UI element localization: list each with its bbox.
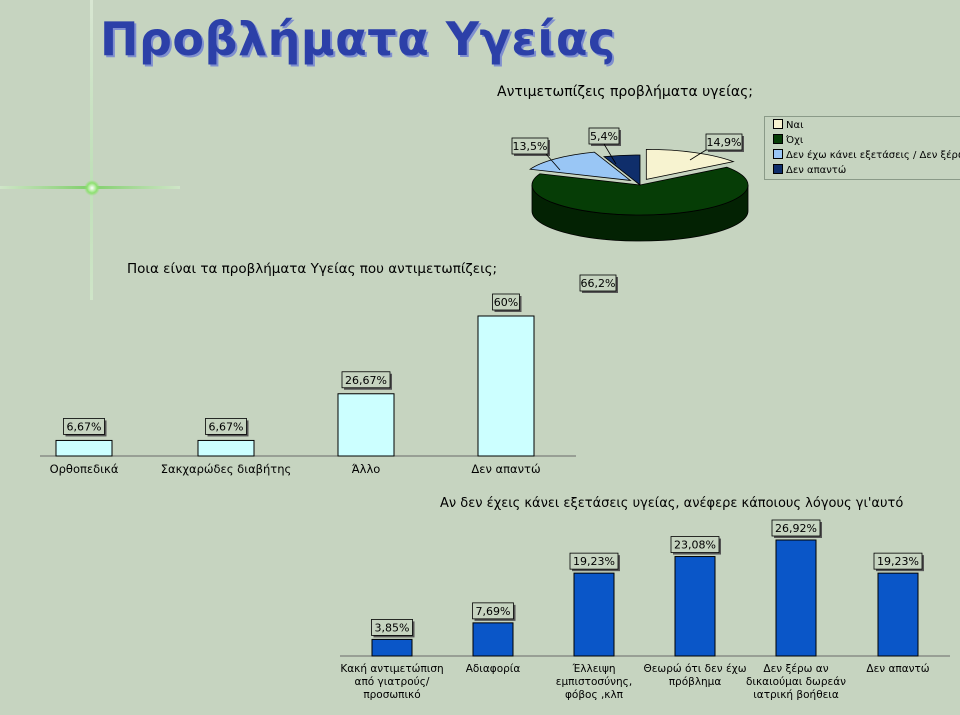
pie-leader-line bbox=[545, 153, 561, 171]
legend-swatch bbox=[773, 134, 783, 144]
pie-label-yes: 14,9% bbox=[707, 136, 742, 149]
bar2-category-label: προσωπικό bbox=[363, 689, 420, 701]
bar2-value-label-group: 19,23% bbox=[873, 552, 924, 572]
pie-leader-line bbox=[603, 143, 617, 165]
bar2-value-label: 7,69% bbox=[476, 605, 511, 618]
bar1-bar bbox=[477, 315, 535, 457]
pie-slice-2 bbox=[529, 151, 632, 182]
legend-item: Όχι bbox=[773, 134, 803, 146]
bar2-bar bbox=[674, 556, 716, 657]
bar2-value-label-box bbox=[873, 552, 923, 570]
legend-label: Ναι bbox=[786, 120, 804, 131]
bar1-value-label-group: 6,67% bbox=[63, 418, 107, 437]
bar2-value-label: 26,92% bbox=[775, 522, 817, 535]
bar1-value-label-group: 26,67% bbox=[341, 371, 392, 390]
bar2-value-label: 3,85% bbox=[375, 621, 410, 634]
pie-label-no-box bbox=[579, 274, 617, 292]
pie-label-yes-group: 14,9% bbox=[705, 133, 744, 152]
bar1-value-label-box bbox=[341, 371, 391, 389]
legend-item: Ναι bbox=[773, 119, 803, 131]
bar-chart-2-title: Αν δεν έχεις κάνει εξετάσεις υγείας, ανέ… bbox=[440, 496, 904, 511]
bar1-value-label-box bbox=[492, 293, 520, 311]
legend-item: Δεν έχω κάνει εξετάσεις / Δεν ξέρω bbox=[773, 149, 960, 161]
bar2-bar bbox=[573, 572, 615, 657]
bar2-category-label: Δεν απαντώ bbox=[866, 663, 929, 675]
pie-label-no-group: 66,2% bbox=[579, 274, 618, 293]
bar1-category-label: Άλλο bbox=[352, 462, 381, 476]
legend-swatch bbox=[773, 164, 783, 174]
bar2-value-label-box bbox=[771, 519, 821, 537]
bar1-value-label-group: 60% bbox=[492, 293, 522, 312]
bar-chart-1-title: Ποια είναι τα προβλήματα Υγείας που αντι… bbox=[127, 261, 498, 277]
bar1-bar bbox=[197, 439, 255, 457]
pie-slice-1 bbox=[531, 166, 749, 216]
bar2-value-label-group: 3,85% bbox=[371, 619, 415, 638]
pie-label-dontknow-box bbox=[511, 137, 549, 155]
bar1-category-label: Ορθοπεδικά bbox=[50, 462, 119, 476]
page-title: Προβλήματα Υγείας bbox=[100, 12, 616, 66]
bar1-value-label-group: 6,67% bbox=[205, 418, 249, 437]
pie-label-dontknow-group: 13,5% bbox=[511, 137, 550, 156]
pie-label-yes-box bbox=[705, 133, 743, 151]
bar2-value-label-group: 26,92% bbox=[771, 519, 822, 538]
bar2-value-label-group: 7,69% bbox=[472, 602, 516, 621]
pie-label-dontknow: 13,5% bbox=[513, 140, 548, 153]
bar2-bar bbox=[877, 572, 919, 657]
bar2-value-label-box bbox=[670, 536, 720, 553]
decorative-glow-dot bbox=[84, 180, 100, 196]
legend-item: Δεν απαντώ bbox=[773, 164, 846, 176]
legend-label: Όχι bbox=[786, 135, 804, 146]
decorative-vertical-line bbox=[90, 0, 93, 300]
pie-slice-0 bbox=[645, 148, 735, 180]
bar2-value-label-group: 23,08% bbox=[670, 536, 721, 555]
bar2-value-label: 19,23% bbox=[573, 555, 615, 568]
bar2-category-label: από γιατρούς/ bbox=[355, 676, 430, 688]
bar1-bar bbox=[337, 393, 395, 457]
bar2-category-label: Κακή αντιμετώπιση bbox=[340, 663, 443, 675]
bar1-value-label: 60% bbox=[494, 296, 518, 309]
pie-legend: Ναι Όχι Δεν έχω κάνει εξετάσεις / Δεν ξέ… bbox=[764, 116, 960, 180]
bar1-bar bbox=[55, 439, 113, 457]
bar2-category-label: Δεν ξέρω αν bbox=[763, 663, 828, 675]
bar2-category-label: πρόβλημα bbox=[669, 676, 722, 688]
bar2-value-label-box bbox=[371, 619, 413, 636]
bar2-value-label-box bbox=[569, 552, 619, 570]
legend-swatch bbox=[773, 119, 783, 129]
bar1-category-label: Σακχαρώδες διαβήτης bbox=[161, 462, 292, 476]
bar2-category-label: Αδιαφορία bbox=[466, 663, 521, 675]
bar1-value-label: 26,67% bbox=[345, 374, 387, 387]
bar2-category-label: Έλλειψη bbox=[571, 663, 615, 675]
bar2-value-label: 23,08% bbox=[674, 539, 716, 552]
pie-chart-title: Αντιμετωπίζεις προβλήματα υγείας; bbox=[497, 84, 754, 100]
bar2-bar bbox=[472, 622, 514, 657]
pie-label-no: 66,2% bbox=[581, 277, 616, 290]
legend-label: Δεν απαντώ bbox=[786, 165, 847, 176]
bar2-value-label-box bbox=[472, 602, 514, 620]
bar2-value-label-group: 19,23% bbox=[569, 552, 620, 572]
legend-swatch bbox=[773, 149, 783, 159]
bar2-value-label: 19,23% bbox=[877, 555, 919, 568]
bar2-category-label: ιατρική βοήθεια bbox=[753, 689, 839, 701]
legend-label: Δεν έχω κάνει εξετάσεις / Δεν ξέρω bbox=[786, 150, 960, 161]
bar1-value-label: 6,67% bbox=[209, 420, 244, 433]
bar1-value-label-box bbox=[63, 418, 105, 435]
bar1-value-label: 6,67% bbox=[67, 420, 102, 433]
bar2-category-label: Θεωρώ ότι δεν έχω bbox=[643, 663, 746, 675]
bar1-value-label-box bbox=[205, 418, 247, 435]
pie-slice-3 bbox=[603, 154, 641, 186]
pie-leader-line bbox=[689, 149, 707, 161]
bar2-category-label: εμπιστοσύνης, bbox=[556, 676, 632, 688]
bar2-category-label: δικαιούμαι δωρεάν bbox=[746, 676, 846, 688]
pie-label-noanswer-group: 5,4% bbox=[588, 127, 621, 146]
bar2-category-label: φόβος ,κλπ bbox=[565, 689, 624, 701]
bar2-bar bbox=[775, 539, 817, 657]
bar2-bar bbox=[371, 638, 413, 657]
pie-label-noanswer: 5,4% bbox=[590, 130, 618, 143]
bar1-category-label: Δεν απαντώ bbox=[471, 462, 540, 476]
